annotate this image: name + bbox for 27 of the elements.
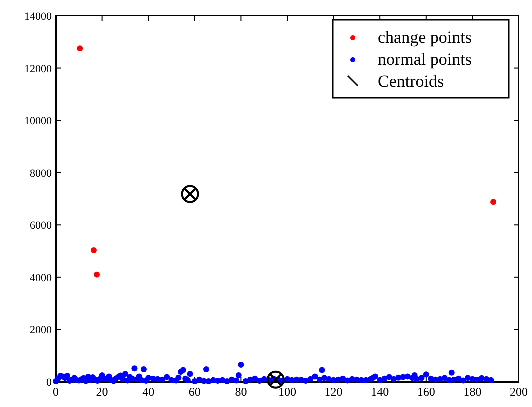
legend-label: Centroids <box>378 72 444 91</box>
y-tick-label: 2000 <box>30 324 52 337</box>
y-tick-label: 6000 <box>30 220 52 232</box>
x-tick-label: 140 <box>371 385 390 399</box>
point <box>90 248 97 254</box>
y-tick-label: 0 <box>46 377 52 389</box>
x-tick-label: 100 <box>278 385 296 399</box>
x-tick-label: 80 <box>235 385 248 399</box>
point <box>181 185 200 204</box>
point <box>77 46 84 52</box>
x-tick-label: 200 <box>510 385 528 399</box>
x-tick-label: 180 <box>464 385 482 399</box>
point <box>490 199 497 206</box>
y-tick-label: 14000 <box>24 11 52 23</box>
y-tick-label: 10000 <box>24 116 52 128</box>
y-tick-label: 12000 <box>24 63 52 76</box>
x-tick-label: 40 <box>142 385 155 399</box>
legend-label: normal points <box>378 50 472 69</box>
x-tick-label: 160 <box>417 385 436 399</box>
point <box>94 272 100 278</box>
x-tick-label: 20 <box>96 385 108 399</box>
point <box>266 370 285 389</box>
x-tick-label: 120 <box>324 385 343 399</box>
x-tick-label: 60 <box>188 385 201 399</box>
y-tick-label: 4000 <box>30 272 52 284</box>
legend-label: change points <box>378 28 472 47</box>
y-tick-label: 8000 <box>30 168 52 180</box>
